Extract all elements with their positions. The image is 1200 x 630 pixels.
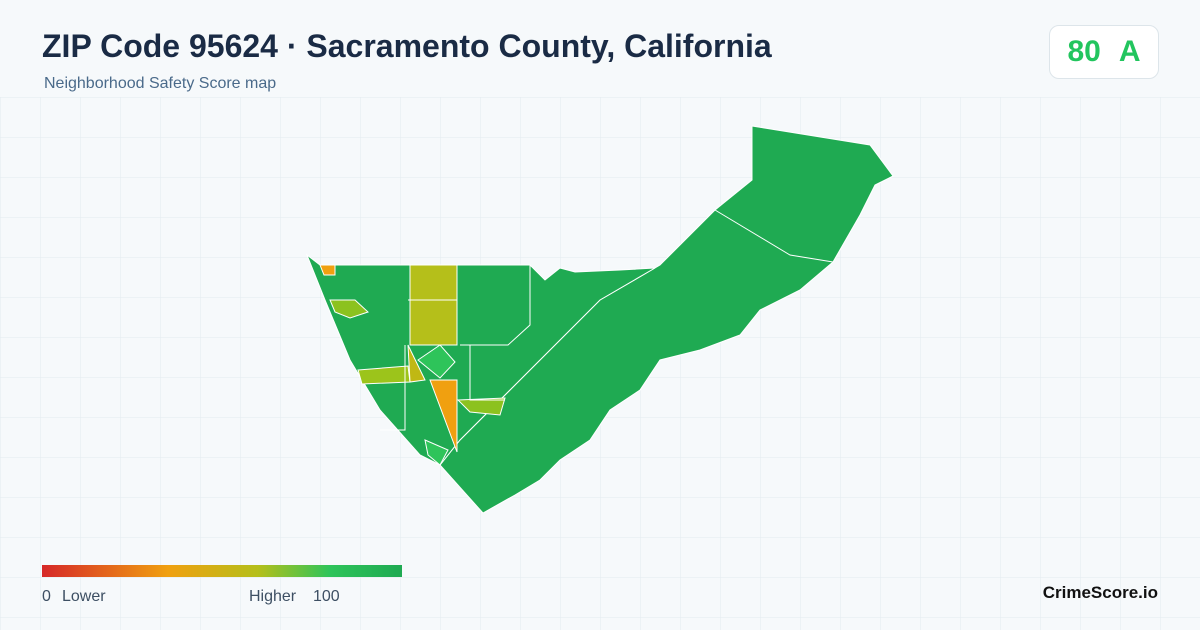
subtitle: Neighborhood Safety Score map xyxy=(44,75,277,92)
score-badge: 80 A xyxy=(1049,25,1159,79)
brand: CrimeScore.io xyxy=(1042,583,1158,602)
score-grade: A xyxy=(1118,35,1141,68)
score-value: 80 xyxy=(1067,35,1101,68)
legend-min-label: Lower xyxy=(62,588,106,605)
zip-area xyxy=(305,125,894,514)
legend-gradient xyxy=(42,565,402,577)
title: ZIP Code 95624 · Sacramento County, Cali… xyxy=(42,28,772,64)
legend-min: 0 xyxy=(42,588,51,605)
legend-max: 100 xyxy=(313,588,340,605)
legend-max-label: Higher xyxy=(249,588,297,605)
